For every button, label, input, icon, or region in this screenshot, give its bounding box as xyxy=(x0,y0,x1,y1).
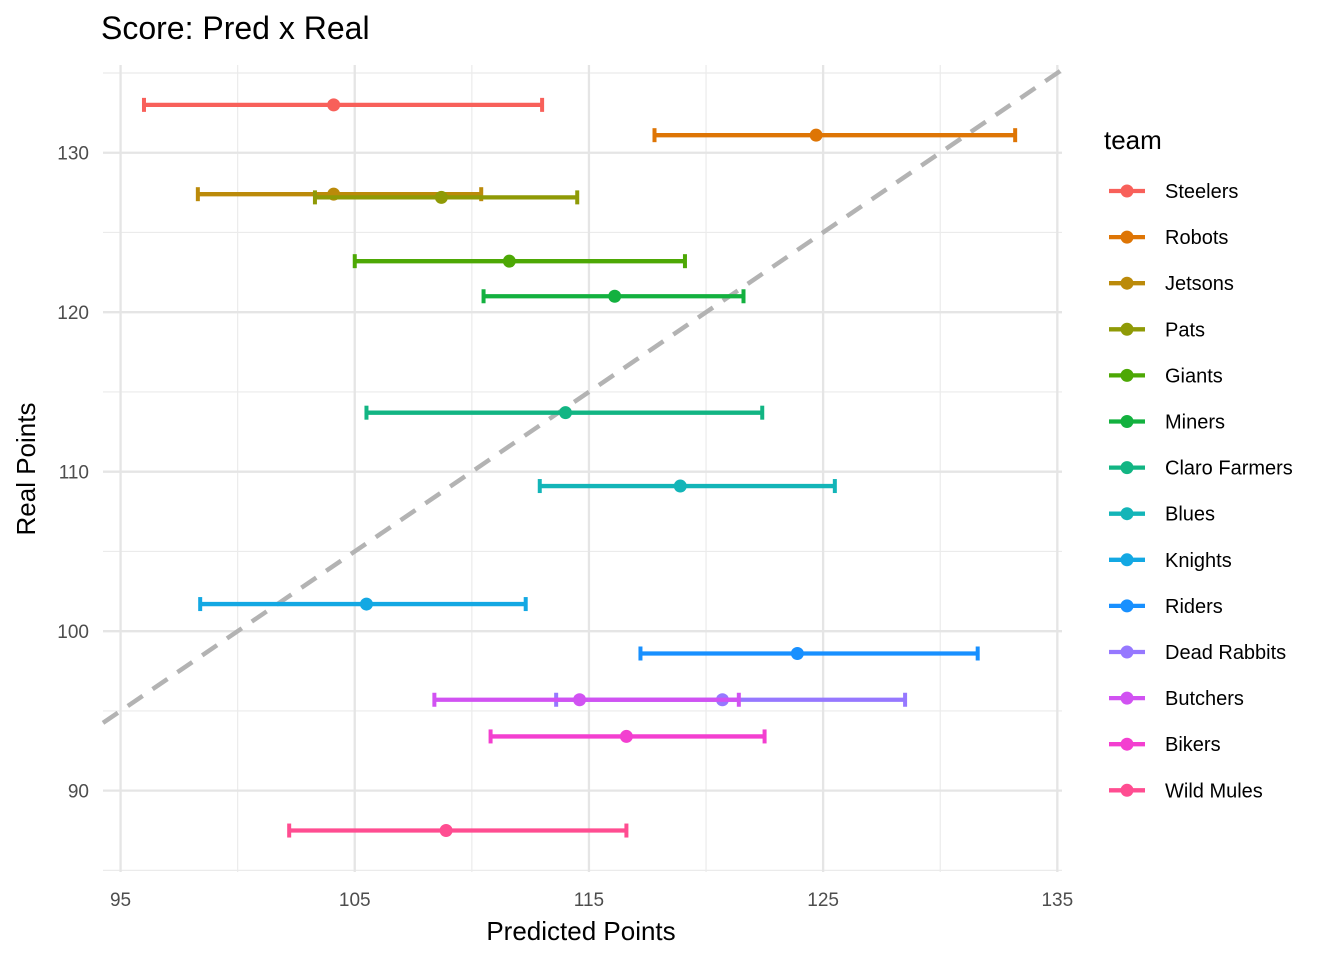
y-tick-label: 90 xyxy=(68,782,89,803)
legend-label: Miners xyxy=(1165,412,1225,434)
legend-label: Butchers xyxy=(1165,688,1244,710)
legend-key-point xyxy=(1120,737,1134,751)
legend-label: Jetsons xyxy=(1165,273,1234,295)
axes: 95 105 115 125 135 90 100 110 120 130 xyxy=(57,144,1073,911)
legend-item: Knights xyxy=(1109,550,1232,572)
reference-line xyxy=(101,67,1064,725)
legend-key-point xyxy=(1120,599,1134,613)
errorbar-riders xyxy=(638,646,980,661)
errorbar-butchers xyxy=(432,692,741,707)
data-point xyxy=(559,406,573,420)
chart-title: Score: Pred x Real xyxy=(101,10,370,46)
data-point xyxy=(327,98,341,112)
legend-key-point xyxy=(1120,507,1134,521)
legend-label: Giants xyxy=(1165,365,1223,387)
data-point xyxy=(673,479,687,493)
legend: team Steelers Robots Jetsons Pats Giants Mine… xyxy=(1104,125,1293,802)
data-point xyxy=(434,190,448,204)
legend-key-point xyxy=(1120,230,1134,244)
legend-item: Dead Rabbits xyxy=(1109,642,1286,664)
errorbar-claro-farmers xyxy=(364,405,765,420)
data-point xyxy=(359,597,373,611)
legend-key-point xyxy=(1120,415,1134,428)
legend-item: Wild Mules xyxy=(1109,780,1263,802)
data-point xyxy=(573,693,587,707)
legend-key-point xyxy=(1120,461,1134,475)
x-tick-label: 105 xyxy=(339,890,371,911)
y-tick-label: 100 xyxy=(57,622,89,643)
x-tick-label: 95 xyxy=(110,890,131,911)
errorbar-miners xyxy=(481,289,746,304)
legend-item: Miners xyxy=(1109,412,1225,434)
legend-label: Pats xyxy=(1165,319,1205,341)
legend-item: Jetsons xyxy=(1109,273,1234,295)
legend-item: Robots xyxy=(1109,227,1228,249)
data-marks xyxy=(141,97,1018,838)
x-tick-label: 135 xyxy=(1041,890,1073,911)
legend-key-point xyxy=(1120,276,1134,290)
legend-label: Riders xyxy=(1165,596,1223,618)
legend-label: Knights xyxy=(1165,550,1232,572)
legend-key-point xyxy=(1120,783,1134,797)
errorbar-knights xyxy=(198,597,528,612)
legend-label: Wild Mules xyxy=(1165,780,1263,802)
errorbar-bikers xyxy=(488,729,767,744)
legend-item: Blues xyxy=(1109,504,1215,526)
data-point xyxy=(790,647,804,661)
errorbar-giants xyxy=(352,254,687,269)
x-tick-label: 125 xyxy=(807,890,839,911)
data-point xyxy=(809,128,823,142)
errorbar-steelers xyxy=(141,97,545,112)
y-axis-label: Real Points xyxy=(11,403,41,536)
reference-line-y-equals-x xyxy=(101,67,1064,725)
legend-key-point xyxy=(1120,553,1134,567)
legend-label: Blues xyxy=(1165,504,1215,526)
legend-key-point xyxy=(1120,322,1134,336)
data-point xyxy=(619,729,633,743)
y-tick-label: 110 xyxy=(59,463,89,484)
legend-label: Dead Rabbits xyxy=(1165,642,1286,664)
legend-item: Claro Farmers xyxy=(1109,458,1293,480)
legend-key-point xyxy=(1120,184,1134,198)
errorbar-wild-mules xyxy=(287,823,629,838)
errorbar-robots xyxy=(652,128,1018,143)
data-point xyxy=(439,824,453,838)
legend-label: Bikers xyxy=(1165,734,1221,756)
errorbar-blues xyxy=(537,479,837,494)
legend-item: Pats xyxy=(1109,319,1205,341)
x-tick-label: 115 xyxy=(574,890,604,911)
legend-key-point xyxy=(1120,691,1134,705)
grid xyxy=(103,65,1062,872)
data-point xyxy=(608,289,622,303)
legend-item: Giants xyxy=(1109,365,1223,387)
legend-item: Bikers xyxy=(1109,734,1221,756)
legend-key-point xyxy=(1120,645,1134,659)
legend-item: Riders xyxy=(1109,596,1223,618)
data-point xyxy=(502,254,516,268)
legend-label: Robots xyxy=(1165,227,1228,249)
x-axis-label: Predicted Points xyxy=(486,916,675,946)
legend-item: Steelers xyxy=(1109,181,1238,203)
errorbar-pats xyxy=(312,190,580,205)
legend-label: Claro Farmers xyxy=(1165,458,1293,480)
legend-title: team xyxy=(1104,125,1162,155)
y-tick-label: 120 xyxy=(57,303,89,324)
legend-label: Steelers xyxy=(1165,181,1238,203)
legend-key-point xyxy=(1120,368,1134,382)
y-tick-label: 130 xyxy=(57,144,89,165)
legend-item: Butchers xyxy=(1109,688,1244,710)
